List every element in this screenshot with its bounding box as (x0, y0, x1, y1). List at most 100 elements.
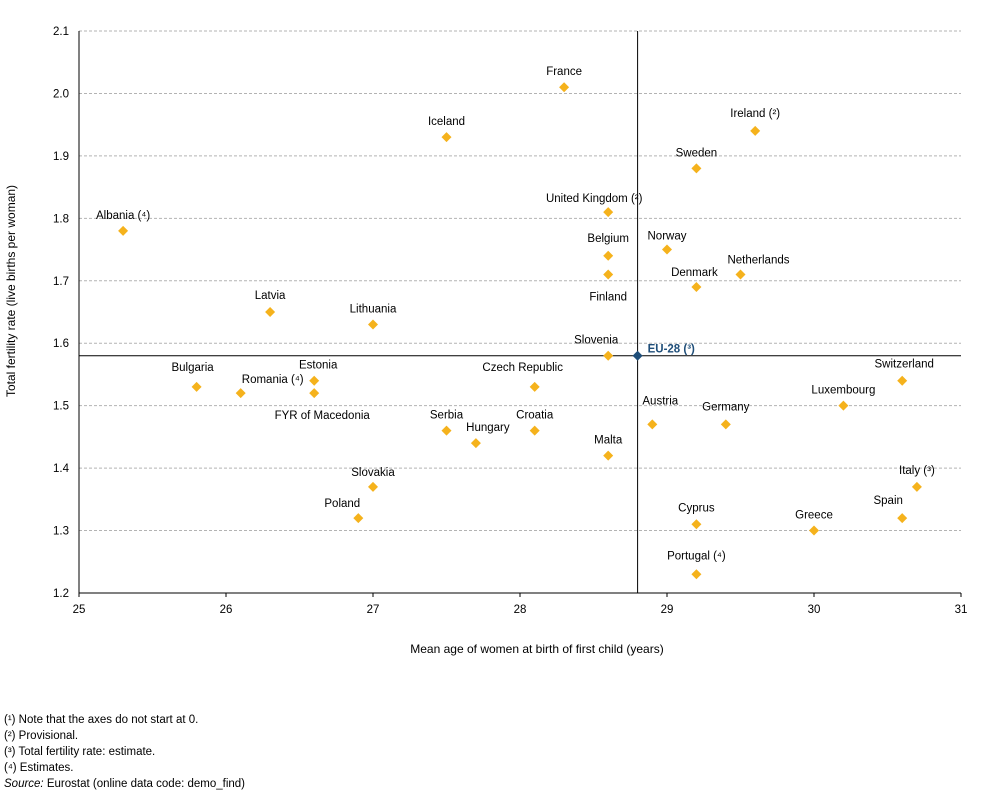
point-poland (353, 513, 364, 524)
label-norway: Norway (648, 231, 687, 243)
y-tick-label: 2.0 (53, 88, 69, 100)
point-united-kingdom (603, 207, 614, 218)
label-luxembourg: Luxembourg (811, 385, 875, 397)
point-ireland (750, 125, 761, 136)
y-tick-label: 1.5 (53, 401, 69, 413)
label-sweden: Sweden (676, 147, 718, 159)
point-lithuania (368, 319, 378, 330)
note-1: (¹) Note that the axes do not start at 0… (4, 714, 199, 726)
label-france: France (546, 66, 582, 78)
point-italy (911, 481, 922, 492)
label-iceland: Iceland (428, 116, 465, 128)
x-tick-label: 26 (220, 604, 233, 616)
point-sweden (691, 163, 702, 174)
x-tick-label: 25 (73, 604, 86, 616)
chart-notes: (¹) Note that the axes do not start at 0… (4, 712, 245, 792)
label-austria: Austria (642, 395, 678, 407)
point-hungary (470, 438, 481, 449)
label-poland: Poland (324, 498, 360, 510)
point-slovakia (368, 481, 378, 492)
point-portugal (691, 569, 702, 580)
label-belgium: Belgium (587, 233, 629, 245)
label-greece: Greece (795, 510, 833, 522)
label-eu-28: EU-28 (³) (648, 344, 695, 356)
label-slovakia: Slovakia (351, 467, 395, 479)
label-switzerland: Switzerland (874, 359, 933, 371)
label-cyprus: Cyprus (678, 502, 715, 514)
y-tick-labels: 1.2 1.3 1.4 1.5 1.6 1.7 1.8 1.9 2.0 2.1 (53, 26, 70, 600)
source-label: Source: (4, 778, 44, 790)
point-serbia (441, 425, 452, 436)
point-luxembourg (838, 400, 849, 411)
label-denmark: Denmark (671, 267, 718, 279)
point-france (559, 82, 570, 93)
y-tick-label: 1.2 (53, 588, 69, 600)
label-netherlands: Netherlands (727, 255, 789, 267)
label-germany: Germany (702, 401, 750, 413)
label-fyr-of-macedonia: FYR of Macedonia (275, 410, 371, 422)
point-denmark (691, 282, 702, 293)
point-germany (720, 419, 731, 430)
x-tick-label: 27 (367, 604, 380, 616)
point-belgium (603, 250, 614, 261)
label-romania: Romania (⁴) (242, 374, 304, 386)
point-austria (647, 419, 658, 430)
source-text: Eurostat (online data code: demo_find) (43, 778, 246, 790)
note-3: (³) Total fertility rate: estimate. (4, 746, 156, 758)
note-4: (⁴) Estimates. (4, 762, 74, 774)
label-united-kingdom: United Kingdom (²) (546, 193, 643, 205)
label-malta: Malta (594, 435, 623, 447)
label-lithuania: Lithuania (350, 303, 397, 315)
point-labels: France Iceland Ireland (²) Sweden United Kin… (96, 66, 935, 562)
y-tick-label: 1.8 (53, 213, 69, 225)
label-ireland: Ireland (²) (730, 108, 780, 120)
x-tick-label: 28 (514, 604, 527, 616)
point-iceland (441, 132, 452, 143)
y-tick-label: 1.6 (53, 338, 69, 350)
gridlines (79, 30, 961, 532)
point-estonia (309, 375, 320, 386)
label-czech-republic: Czech Republic (482, 362, 563, 374)
label-portugal: Portugal (⁴) (667, 550, 726, 562)
point-greece (809, 525, 819, 536)
point-norway (662, 244, 672, 255)
label-slovenia: Slovenia (574, 335, 619, 347)
source-note: Source: Eurostat (online data code: demo… (4, 776, 245, 792)
label-serbia: Serbia (430, 410, 464, 422)
point-eu-28 (632, 350, 643, 361)
label-finland: Finland (589, 292, 627, 304)
point-albania (118, 225, 129, 236)
point-croatia (529, 425, 540, 436)
y-tick-label: 2.1 (53, 26, 69, 38)
scatter-chart: 1.2 1.3 1.4 1.5 1.6 1.7 1.8 1.9 2.0 2.1 25 26 27 28 2… (4, 26, 968, 656)
y-tick-label: 1.7 (53, 276, 69, 288)
x-tick-label: 29 (661, 604, 674, 616)
y-tick-label: 1.9 (53, 151, 69, 163)
point-malta (603, 450, 614, 461)
label-albania: Albania (⁴) (96, 210, 150, 222)
x-tick-label: 31 (955, 604, 968, 616)
label-croatia: Croatia (516, 410, 554, 422)
point-czech-republic (529, 381, 540, 392)
point-latvia (265, 307, 276, 317)
label-hungary: Hungary (466, 422, 510, 434)
label-estonia: Estonia (299, 360, 338, 372)
point-cyprus (691, 519, 702, 530)
label-bulgaria: Bulgaria (171, 362, 214, 374)
eu-reference-lines (79, 31, 961, 593)
point-slovenia (603, 350, 614, 361)
x-axis-label: Mean age of women at birth of first chil… (410, 642, 663, 656)
label-spain: Spain (873, 495, 902, 507)
point-finland (603, 269, 614, 280)
y-axis-label: Total fertility rate (live births per wo… (4, 185, 18, 397)
point-romania (235, 388, 246, 399)
point-spain (897, 513, 908, 524)
data-points (118, 82, 922, 580)
point-netherlands (735, 269, 746, 280)
y-tick-label: 1.4 (53, 463, 70, 475)
point-fyr-of-macedonia (309, 388, 320, 399)
y-tick-label: 1.3 (53, 526, 69, 538)
axes (78, 31, 962, 597)
label-italy: Italy (³) (899, 465, 935, 477)
label-latvia: Latvia (255, 290, 286, 302)
